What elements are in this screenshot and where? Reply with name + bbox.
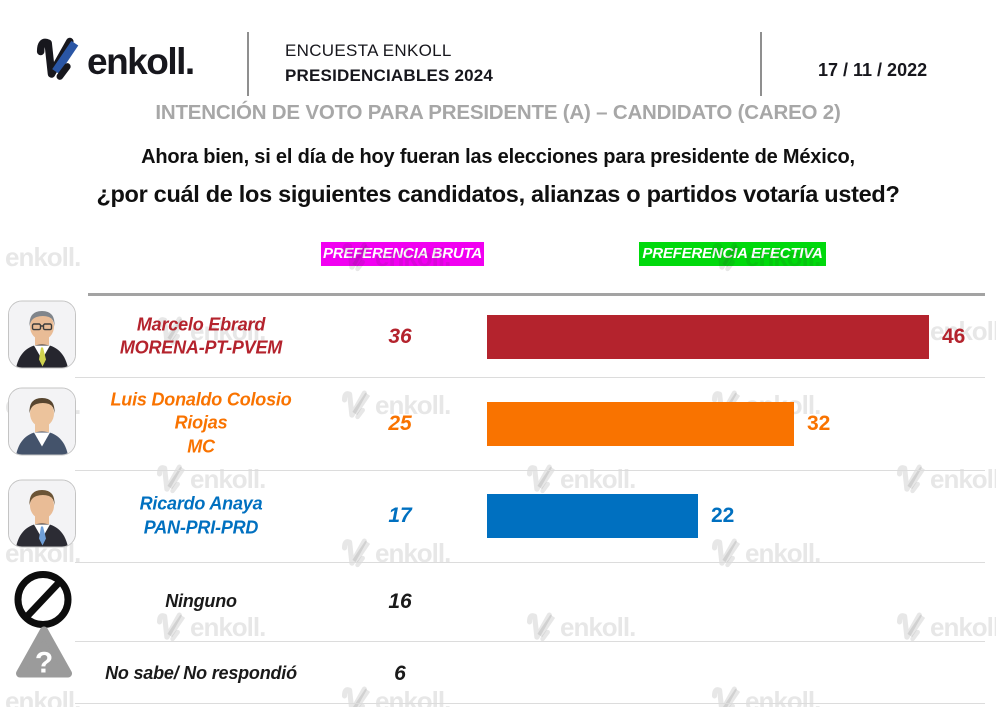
survey-title-line1: ENCUESTA ENKOLL (285, 41, 452, 60)
photo-ricardo-anaya (8, 479, 76, 548)
preferencia-bruta-value: 17 (388, 504, 412, 527)
candidate-photo (8, 300, 76, 373)
table-top-border (88, 293, 985, 296)
preferencia-bruta-value: 36 (388, 324, 412, 348)
preferencia-efectiva-value: 32 (807, 411, 831, 435)
question-line2: ¿por cuál de los siguientes candidatos, … (96, 181, 900, 207)
preferencia-bruta-value: 6 (394, 662, 406, 685)
result-row: ? No sabe/ No respondió 6 (0, 626, 996, 707)
candidate-name: Marcelo Ebrard MORENA-PT-PVEM (119, 313, 283, 358)
section-title: INTENCIÓN DE VOTO PARA PRESIDENTE (A) – … (155, 101, 841, 124)
preferencia-efectiva-bar (487, 494, 698, 538)
header-divider-left (247, 32, 249, 96)
preferencia-efectiva-value: 46 (942, 324, 966, 348)
preferencia-bruta-value: 25 (388, 411, 412, 435)
row-divider (75, 470, 985, 471)
table-bottom-line (75, 703, 985, 704)
enkoll-logo-text: enkoll. (87, 40, 195, 82)
question-triangle-icon: ? (16, 626, 72, 680)
option-icon (14, 570, 72, 633)
candidate-name: Ninguno (165, 590, 237, 611)
option-icon: ? (16, 626, 72, 685)
photo-marcelo-ebrard (8, 300, 76, 368)
watermark-enkoll: enkoll. (0, 240, 81, 274)
result-row: Ninguno 16 (0, 562, 996, 641)
svg-text:?: ? (35, 647, 53, 680)
preferencia-efectiva-bar (487, 314, 929, 359)
survey-date: 17 / 11 / 2022 (818, 60, 928, 80)
preferencia-bruta-value: 16 (388, 589, 412, 613)
watermark-text: enkoll. (5, 241, 81, 272)
candidate-name: Ricardo Anaya PAN-PRI-PRD (139, 493, 263, 537)
enkoll-logo-icon (34, 34, 84, 89)
preferencia-efectiva-value: 22 (711, 504, 735, 527)
survey-title-block: ENCUESTA ENKOLL PRESIDENCIABLES 2024 (285, 42, 493, 84)
photo-luis-donaldo-colosio-riojas (8, 387, 76, 455)
candidate-photo (8, 387, 76, 460)
enkoll-mark-icon (36, 37, 79, 80)
prohibited-icon (14, 570, 72, 628)
question-line1: Ahora bien, si el día de hoy fueran las … (141, 146, 855, 168)
legend-preferencia-efectiva: PREFERENCIA EFECTIVA (639, 242, 826, 266)
preferencia-efectiva-bar (487, 401, 794, 446)
row-divider (75, 377, 985, 378)
survey-title-line2: PRESIDENCIABLES 2024 (285, 66, 494, 85)
result-row: Luis Donaldo Colosio Riojas MC 25 32 (0, 377, 996, 470)
result-row: Marcelo Ebrard MORENA-PT-PVEM 36 46 (0, 296, 996, 377)
row-divider (75, 641, 985, 642)
row-divider (75, 562, 985, 563)
enkoll-mark-icon (0, 247, 1, 248)
enkoll-logo: enkoll. (34, 34, 195, 89)
candidate-photo (8, 479, 76, 553)
header-divider-right (760, 32, 762, 96)
legend-preferencia-bruta: PREFERENCIA BRUTA (321, 242, 484, 266)
candidate-name: No sabe/ No respondió (105, 663, 297, 684)
result-row: Ricardo Anaya PAN-PRI-PRD 17 22 (0, 470, 996, 562)
candidate-name: Luis Donaldo Colosio Riojas MC (110, 388, 292, 457)
